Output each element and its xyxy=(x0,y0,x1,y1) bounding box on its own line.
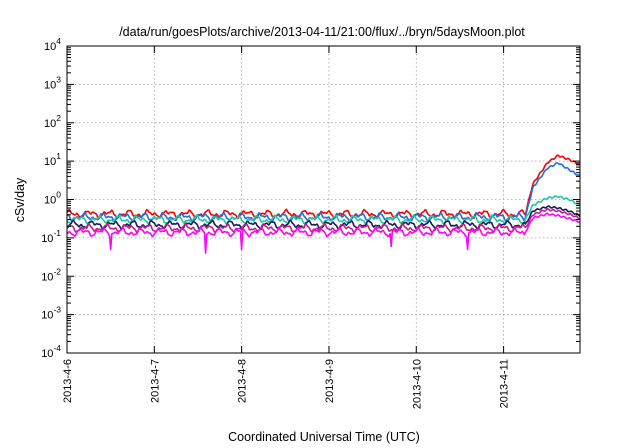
x-axis-title: Coordinated Universal Time (UTC) xyxy=(228,430,420,444)
x-tick-label: 2013-4-10 xyxy=(411,359,423,409)
y-axis: 10-4 10-3 10-2 10-1 100 101 102 103 104 xyxy=(41,36,580,360)
y-tick-label: 103 xyxy=(44,74,61,91)
y-tick-label: 101 xyxy=(44,151,61,168)
x-tick-label: 2013-4-9 xyxy=(324,359,336,403)
y-tick-label: 10-2 xyxy=(41,266,61,283)
chart-title: /data/run/goesPlots/archive/2013-04-11/2… xyxy=(119,25,525,39)
y-tick-label: 10-1 xyxy=(41,228,61,245)
y-tick-label: 10-4 xyxy=(41,343,61,360)
series-group xyxy=(66,154,581,254)
x-tick-label: 2013-4-7 xyxy=(149,359,161,403)
series-line xyxy=(66,212,581,254)
x-tick-label: 2013-4-6 xyxy=(62,359,74,403)
x-tick-label: 2013-4-8 xyxy=(237,359,249,403)
y-tick-label: 104 xyxy=(44,36,61,53)
y-tick-label: 100 xyxy=(44,190,61,207)
y-tick-label: 10-3 xyxy=(41,305,61,322)
x-axis: 2013-4-6 2013-4-7 2013-4-8 2013-4-9 2013-4-1… xyxy=(62,46,511,409)
gridlines xyxy=(67,46,580,353)
y-axis-title: cSv/day xyxy=(13,177,27,222)
series-line xyxy=(66,154,580,220)
y-tick-label: 102 xyxy=(44,113,61,130)
x-tick-label: 2013-4-11 xyxy=(499,359,511,408)
